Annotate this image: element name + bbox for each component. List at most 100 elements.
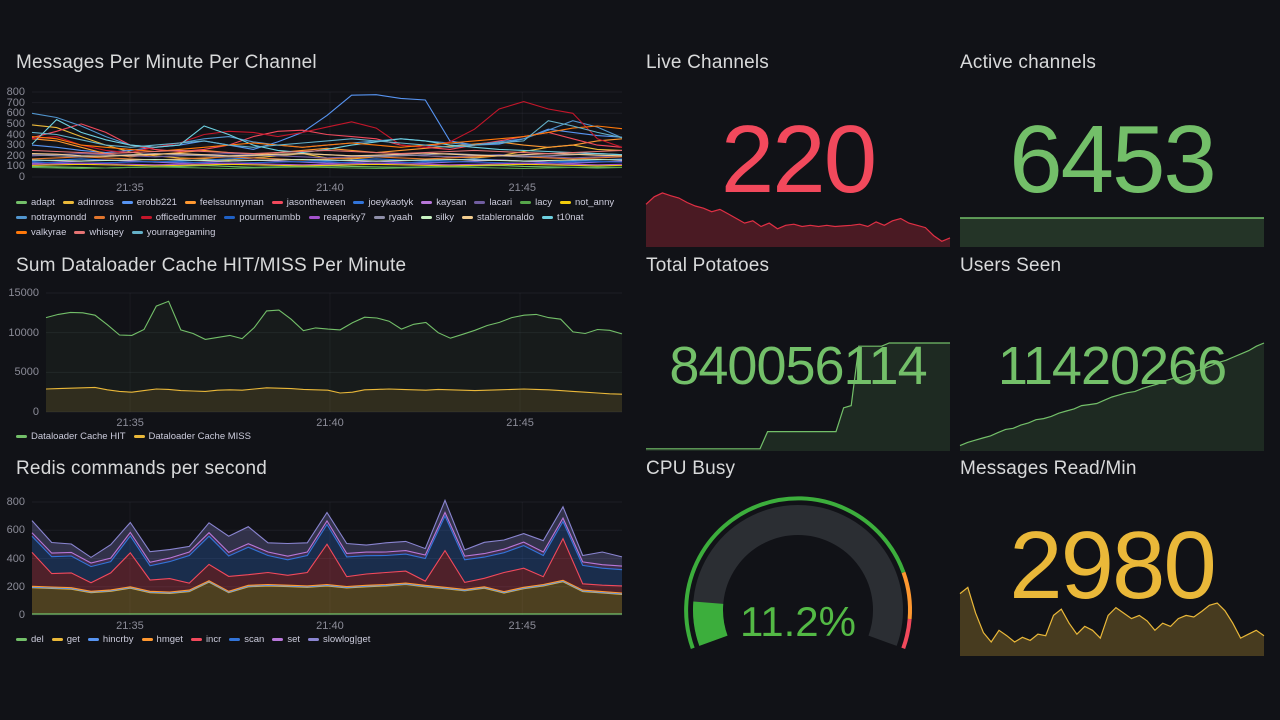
legend-item-whisqey[interactable]: whisqey xyxy=(74,227,124,238)
legend-item-valkyrae[interactable]: valkyrae xyxy=(16,227,66,238)
y-tick-label: 15000 xyxy=(8,287,39,299)
legend-swatch xyxy=(224,216,236,219)
panel-title-active-channels[interactable]: Active channels xyxy=(960,52,1097,73)
y-tick-label: 800 xyxy=(6,86,25,98)
dataloader-cache-chart[interactable]: 0 5000 10000 15000 21:35 21:40 21:45 xyxy=(8,287,623,429)
panel-title-messages-per-minute[interactable]: Messages Per Minute Per Channel xyxy=(16,52,317,73)
messages-read-value: 2980 xyxy=(1009,512,1217,619)
y-tick-label: 0 xyxy=(18,609,25,621)
x-tick-label: 21:35 xyxy=(116,182,144,194)
panel-title-live-channels[interactable]: Live Channels xyxy=(646,52,770,73)
y-tick-label: 0 xyxy=(32,406,39,418)
legend-item-incr[interactable]: incr xyxy=(190,634,221,645)
legend-item-nymn[interactable]: nymn xyxy=(94,212,133,223)
legend-item-notraymondd[interactable]: notraymondd xyxy=(16,212,86,223)
legend-item-hincrby[interactable]: hincrby xyxy=(87,634,134,645)
legend-item-kaysan[interactable]: kaysan xyxy=(421,197,466,208)
legend-item-ryaah[interactable]: ryaah xyxy=(373,212,413,223)
legend-item-del[interactable]: del xyxy=(16,634,44,645)
legend-label: get xyxy=(66,634,80,645)
legend-swatch xyxy=(16,216,27,219)
legend-swatch xyxy=(62,201,74,204)
x-tick-label: 21:45 xyxy=(508,620,537,632)
legend-swatch xyxy=(353,201,365,204)
legend-item-erobb221[interactable]: erobb221 xyxy=(121,197,177,208)
panel-title-total-potatoes[interactable]: Total Potatoes xyxy=(646,255,770,276)
legend-label: ryaah xyxy=(388,212,413,223)
y-tick-label: 0 xyxy=(18,171,25,183)
redis-chart-legend: del get hincrby hmget incr scan set slowlog|get xyxy=(16,634,624,645)
legend-swatch xyxy=(421,201,433,204)
legend-label: lacy xyxy=(535,197,553,208)
legend-item-pourmenumbb[interactable]: pourmenumbb xyxy=(224,212,301,223)
x-tick-label: 21:40 xyxy=(316,417,344,429)
y-tick-label: 5000 xyxy=(14,366,39,379)
legend-label: t10nat xyxy=(557,212,584,223)
legend-label: not_anny xyxy=(575,197,615,208)
y-tick-label: 400 xyxy=(6,128,25,141)
legend-swatch xyxy=(74,231,86,234)
panel-title-redis-commands[interactable]: Redis commands per second xyxy=(16,458,268,479)
legend-item-dataloader-cache-hit[interactable]: Dataloader Cache HIT xyxy=(16,431,126,442)
legend-swatch xyxy=(140,216,152,219)
users-seen-area-chart[interactable] xyxy=(959,342,1265,451)
live-channels-value: 220 xyxy=(720,106,877,213)
messages-read-sparkline[interactable] xyxy=(959,578,1265,656)
legend-swatch xyxy=(94,216,106,219)
y-tick-label: 800 xyxy=(6,496,25,508)
users-seen-value: 11420266 xyxy=(997,336,1227,396)
messages-per-minute-chart[interactable]: 0 100 200 300 400 500 600 700 800 21:35 21:40 21:45 xyxy=(7,86,623,194)
legend-label: notraymondd xyxy=(31,212,87,223)
redis-commands-chart[interactable]: 0 200 400 600 800 21:35 21:40 21:45 xyxy=(7,496,623,632)
legend-swatch xyxy=(271,201,283,204)
legend-swatch xyxy=(373,216,385,219)
y-tick-label: 700 xyxy=(6,96,25,109)
total-potatoes-area-chart[interactable] xyxy=(646,342,950,451)
legend-item-jasontheween[interactable]: jasontheween xyxy=(271,197,345,208)
legend-item-t10nat[interactable]: t10nat xyxy=(542,212,583,223)
legend-item-stableronaldo[interactable]: stableronaldo xyxy=(462,212,534,223)
legend-item-scan[interactable]: scan xyxy=(229,634,264,645)
legend-swatch xyxy=(308,638,320,641)
legend-label: adinross xyxy=(77,197,114,208)
legend-item-yourragegaming[interactable]: yourragegaming xyxy=(131,227,215,238)
y-tick-label: 500 xyxy=(6,117,25,130)
live-channels-sparkline[interactable] xyxy=(645,190,951,247)
legend-label: hmget xyxy=(156,634,183,645)
legend-swatch xyxy=(462,216,473,219)
legend-item-slowlog-get[interactable]: slowlog|get xyxy=(308,634,370,645)
legend-label: pourmenumbb xyxy=(239,212,301,223)
y-tick-label: 200 xyxy=(6,149,25,162)
dataloader-chart-legend: Dataloader Cache HIT Dataloader Cache MIS… xyxy=(16,431,624,442)
total-potatoes-value: 840056114 xyxy=(669,336,927,396)
panel-title-cpu-busy[interactable]: CPU Busy xyxy=(646,458,736,479)
legend-item-set[interactable]: set xyxy=(272,634,300,645)
legend-swatch xyxy=(229,638,241,641)
legend-label: Dataloader Cache MISS xyxy=(148,431,251,442)
y-tick-label: 400 xyxy=(6,552,25,565)
legend-item-officedrummer[interactable]: officedrummer xyxy=(140,212,216,223)
legend-item-get[interactable]: get xyxy=(51,634,80,645)
cpu-busy-gauge[interactable] xyxy=(646,470,950,670)
legend-item-lacy[interactable]: lacy xyxy=(520,197,552,208)
legend-item-adinross[interactable]: adinross xyxy=(62,197,114,208)
panel-title-messages-read[interactable]: Messages Read/Min xyxy=(960,458,1137,479)
x-tick-label: 21:45 xyxy=(506,417,534,429)
legend-item-reaperky7[interactable]: reaperky7 xyxy=(308,212,366,223)
x-tick-label: 21:35 xyxy=(116,417,144,429)
legend-item-hmget[interactable]: hmget xyxy=(141,634,183,645)
legend-label: reaperky7 xyxy=(323,212,366,223)
legend-item-joeykaotyk[interactable]: joeykaotyk xyxy=(353,197,413,208)
legend-item-dataloader-cache-miss[interactable]: Dataloader Cache MISS xyxy=(133,431,251,442)
legend-item-not-anny[interactable]: not_anny xyxy=(560,197,614,208)
panel-title-dataloader-cache[interactable]: Sum Dataloader Cache HIT/MISS Per Minute xyxy=(16,255,407,276)
legend-swatch xyxy=(133,435,145,438)
active-channels-bar[interactable] xyxy=(960,217,1264,247)
legend-item-feelssunnyman[interactable]: feelssunnyman xyxy=(184,197,264,208)
legend-item-lacari[interactable]: lacari xyxy=(474,197,512,208)
x-tick-label: 21:45 xyxy=(508,182,537,194)
legend-item-adapt[interactable]: adapt xyxy=(16,197,55,208)
legend-item-silky[interactable]: silky xyxy=(420,212,454,223)
legend-swatch xyxy=(87,638,99,641)
panel-title-users-seen[interactable]: Users Seen xyxy=(960,255,1062,276)
